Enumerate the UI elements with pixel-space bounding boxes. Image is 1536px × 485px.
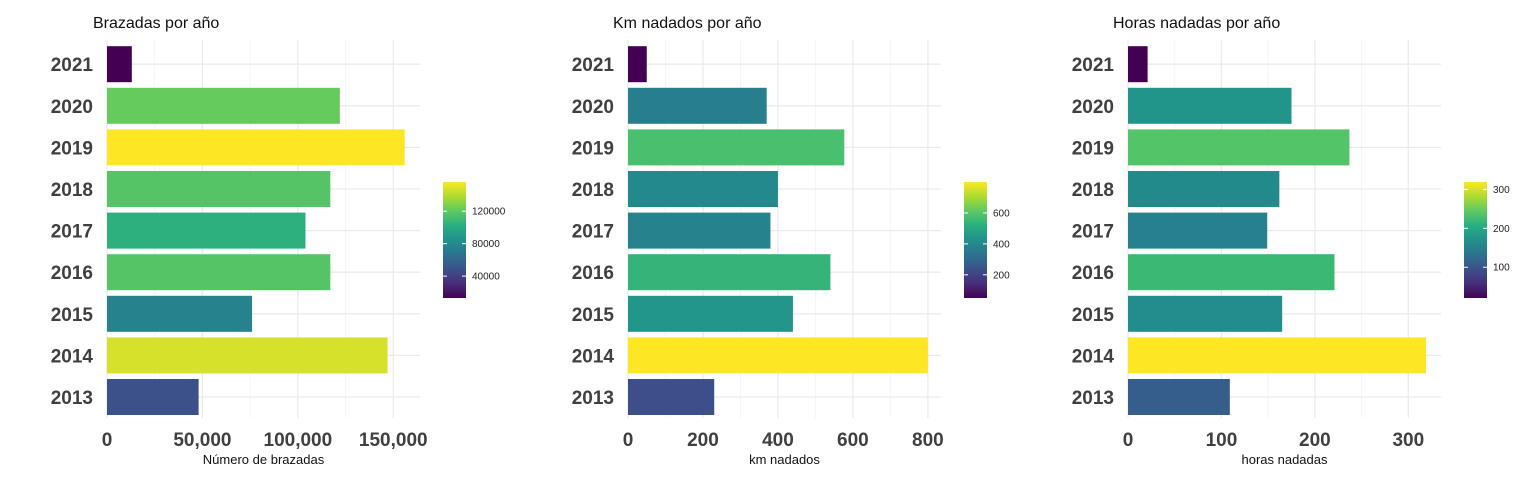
- y-tick-label: 2017: [51, 222, 93, 243]
- bar-2014: [107, 337, 388, 374]
- y-tick-label: 2020: [572, 97, 614, 118]
- y-tick-label: 2021: [1072, 55, 1115, 76]
- bar-2021: [628, 46, 647, 83]
- bar-2016: [628, 254, 831, 291]
- bar-2015: [1128, 295, 1283, 332]
- legend-tick-label: 400: [993, 239, 1010, 250]
- y-tick-label: 2014: [51, 346, 94, 367]
- color-legend: 40000 80000 120000: [443, 182, 506, 298]
- bar-2021: [107, 46, 132, 83]
- y-tick-label: 2015: [572, 305, 615, 326]
- y-tick-label: 2021: [572, 55, 615, 76]
- bar-2017: [1128, 212, 1268, 249]
- y-tick-label: 2019: [1072, 138, 1114, 159]
- bar-2013: [107, 379, 199, 415]
- x-axis-label: km nadados: [749, 452, 820, 467]
- y-tick-label: 2018: [51, 180, 93, 201]
- y-tick-label: 2021: [51, 55, 94, 76]
- x-tick-label: 200: [1299, 430, 1331, 451]
- x-tick-label: 0: [1123, 430, 1134, 451]
- bar-2014: [628, 337, 928, 374]
- bar-2017: [628, 212, 771, 249]
- bar-2018: [628, 171, 778, 207]
- bar-2020: [628, 87, 767, 124]
- bar-2019: [628, 129, 845, 166]
- x-axis-label: horas nadadas: [1241, 452, 1328, 467]
- chart-title: Horas nadadas por año: [1113, 15, 1280, 32]
- bar-2019: [1128, 129, 1350, 166]
- x-tick-label: 100: [1206, 430, 1238, 451]
- x-tick-label: 150,000: [359, 430, 428, 451]
- bar-2020: [1128, 87, 1292, 124]
- chart-title: Km nadados por año: [613, 15, 762, 32]
- x-tick-label: 50,000: [173, 430, 231, 451]
- x-tick-label: 400: [762, 430, 794, 451]
- legend-tick-label: 200: [993, 270, 1010, 281]
- chart-panel-1: Brazadas por año 2013 2014 2015 2016 2017 2018…: [51, 15, 506, 467]
- y-tick-label: 2017: [572, 222, 614, 243]
- y-tick-label: 2019: [572, 138, 614, 159]
- color-legend: 100 200 300: [1464, 182, 1510, 298]
- y-tick-label: 2017: [1072, 222, 1114, 243]
- y-tick-label: 2019: [51, 138, 93, 159]
- x-tick-label: 600: [837, 430, 869, 451]
- x-tick-label: 0: [623, 430, 634, 451]
- y-tick-label: 2018: [1072, 180, 1114, 201]
- x-tick-label: 300: [1392, 430, 1424, 451]
- chart-panel-3: Horas nadadas por año 2013 2014 2015 2016 201…: [1072, 15, 1510, 467]
- legend-tick-label: 80000: [472, 239, 500, 250]
- y-tick-label: 2016: [1072, 263, 1114, 284]
- bars: [628, 46, 928, 415]
- x-axis-label: Número de brazadas: [203, 452, 325, 467]
- colorbar: [1464, 182, 1487, 298]
- bar-2013: [628, 379, 715, 415]
- bar-2020: [107, 87, 340, 124]
- x-tick-label: 100,000: [264, 430, 333, 451]
- bar-2013: [1128, 379, 1230, 415]
- bar-2016: [1128, 254, 1335, 291]
- bar-2014: [1128, 337, 1427, 374]
- y-tick-label: 2016: [51, 263, 93, 284]
- bar-2016: [107, 254, 331, 291]
- bar-2018: [1128, 171, 1280, 207]
- y-tick-label: 2014: [572, 346, 615, 367]
- bar-2021: [1128, 46, 1148, 83]
- bar-2018: [107, 171, 331, 207]
- legend-tick-label: 300: [1493, 185, 1510, 196]
- y-tick-label: 2013: [51, 388, 93, 409]
- bar-2015: [107, 295, 253, 332]
- x-tick-label: 0: [102, 430, 113, 451]
- legend-tick-label: 120000: [472, 207, 506, 218]
- legend-tick-label: 40000: [472, 272, 500, 283]
- y-tick-label: 2020: [1072, 97, 1114, 118]
- y-tick-label: 2018: [572, 180, 614, 201]
- x-tick-label: 200: [687, 430, 719, 451]
- bar-2015: [628, 295, 793, 332]
- color-legend: 200 400 600: [964, 182, 1010, 298]
- legend-tick-label: 100: [1493, 263, 1510, 274]
- bars: [107, 46, 405, 415]
- y-tick-label: 2015: [51, 305, 94, 326]
- y-tick-label: 2016: [572, 263, 614, 284]
- colorbar: [964, 182, 987, 298]
- colorbar: [443, 182, 466, 298]
- legend-tick-label: 200: [1493, 224, 1510, 235]
- y-tick-label: 2015: [1072, 305, 1115, 326]
- chart-title: Brazadas por año: [93, 15, 219, 32]
- x-tick-label: 800: [912, 430, 944, 451]
- bars: [1128, 46, 1427, 415]
- y-tick-label: 2020: [51, 97, 93, 118]
- y-tick-label: 2014: [1072, 346, 1115, 367]
- bar-2019: [107, 129, 405, 166]
- y-tick-label: 2013: [1072, 388, 1114, 409]
- y-tick-label: 2013: [572, 388, 614, 409]
- bar-2017: [107, 212, 306, 249]
- legend-tick-label: 600: [993, 208, 1010, 219]
- chart-panel-2: Km nadados por año 2013 2014 2015 2016 2017 20…: [572, 15, 1010, 467]
